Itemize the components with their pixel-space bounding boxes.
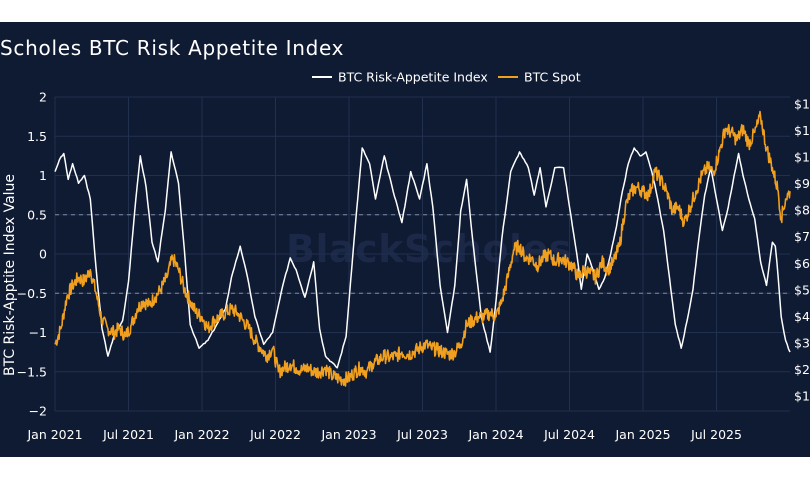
y2-tick-label: $8: [794, 203, 810, 218]
y2-tick-label: $7: [794, 229, 810, 244]
legend: BTC Risk-Appetite Index BTC Spot: [312, 70, 581, 85]
x-tick-label: Jan 2021: [26, 427, 82, 442]
y-tick-label: −0.5: [17, 286, 47, 301]
reference-lines: [55, 214, 790, 294]
y2-tick-label: $9: [794, 176, 810, 191]
y2-tick-label: $1: [794, 389, 810, 404]
x-tick-label: Jan 2023: [320, 427, 376, 442]
series-line-risk-index: [54, 147, 791, 369]
y2-tick-label: $1: [794, 123, 810, 138]
y-axis-ticks: 2 1.5 1 0.5 0 −0.5 −1 −1.5 −2: [17, 90, 47, 419]
y2-tick-label: $2: [794, 362, 810, 377]
y-tick-label: 0.5: [27, 207, 47, 222]
series-line-btc-spot: [54, 110, 791, 387]
x-tick-label: Jan 2022: [173, 427, 229, 442]
y-tick-label: −1.5: [17, 364, 47, 379]
chart-canvas: 2 1.5 1 0.5 0 −0.5 −1 −1.5 −2 $1 $1 $1 $9 $8 $7 $6 $5 $4…: [2, 70, 810, 443]
y-tick-label: 1.5: [27, 129, 47, 144]
y-tick-label: −1: [29, 325, 47, 340]
series-lines: [54, 110, 791, 387]
y-tick-label: 2: [39, 90, 47, 105]
y2-axis-ticks: $1 $1 $1 $9 $8 $7 $6 $5 $4 $3 $2 $1: [794, 97, 810, 404]
legend-label-risk-index: BTC Risk-Appetite Index: [338, 70, 488, 85]
x-tick-label: Jul 2024: [543, 427, 595, 442]
x-tick-label: Jul 2025: [690, 427, 742, 442]
x-axis-ticks: Jan 2021 Jul 2021 Jan 2022 Jul 2022 Jan 2023…: [26, 427, 741, 442]
y-tick-label: 0: [39, 247, 47, 262]
x-tick-label: Jul 2022: [249, 427, 301, 442]
y-axis-label: BTC Risk-Apptite Index Value: [2, 174, 18, 376]
y2-tick-label: $1: [794, 97, 810, 112]
legend-label-btc-spot: BTC Spot: [524, 70, 581, 85]
x-tick-label: Jan 2024: [467, 427, 523, 442]
y2-tick-label: $1: [794, 150, 810, 165]
x-tick-label: Jul 2021: [102, 427, 154, 442]
x-tick-label: Jan 2025: [614, 427, 670, 442]
y2-tick-label: $5: [794, 282, 810, 297]
y2-tick-label: $3: [794, 335, 810, 350]
y-tick-label: 1: [39, 168, 47, 183]
y2-tick-label: $6: [794, 256, 810, 271]
y2-tick-label: $4: [794, 309, 810, 324]
chart-panel: BlackScholes 2 1.5 1 0.5 0 −0.5 −1 −1.5 −2 $1 $1 $…: [0, 22, 810, 457]
chart-title: ck Scholes BTC Risk Appetite Index: [0, 36, 345, 60]
grid: [54, 96, 790, 412]
x-tick-label: Jul 2023: [396, 427, 448, 442]
y-tick-label: −2: [29, 404, 47, 419]
